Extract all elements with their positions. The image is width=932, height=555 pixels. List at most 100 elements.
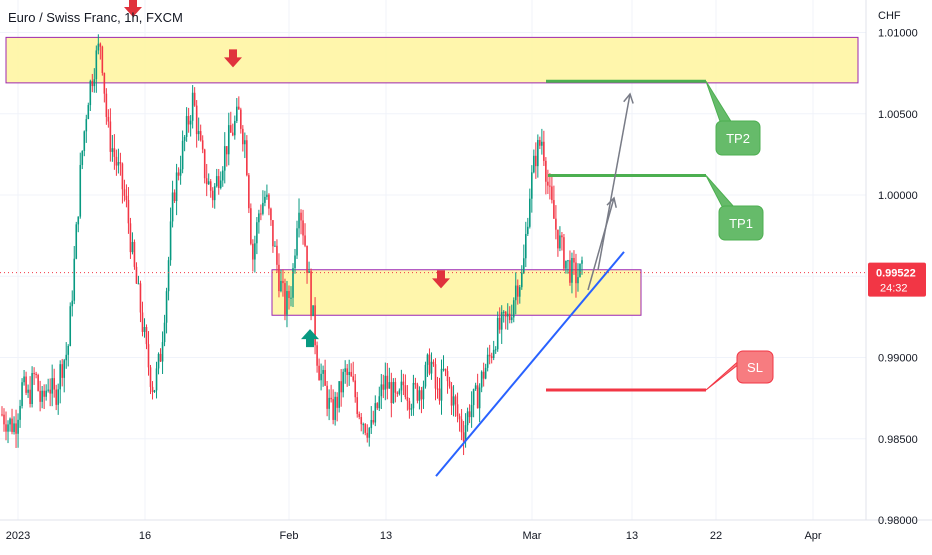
candle-body bbox=[535, 155, 537, 167]
candle-body bbox=[101, 46, 104, 73]
candle-body bbox=[35, 373, 37, 376]
candle-body bbox=[213, 186, 216, 201]
candle-body bbox=[454, 396, 457, 405]
candle-body bbox=[406, 397, 409, 401]
level-callout-tp2[interactable] bbox=[715, 120, 761, 156]
candle-body bbox=[374, 403, 377, 423]
candle-body bbox=[229, 125, 232, 133]
candle-body bbox=[115, 156, 118, 166]
candle-body bbox=[238, 106, 240, 110]
resistance-zone bbox=[5, 36, 859, 84]
candle-body bbox=[85, 119, 88, 132]
candle-body bbox=[99, 43, 102, 47]
candle-body bbox=[340, 381, 342, 393]
candle-body bbox=[93, 79, 96, 87]
candle-body bbox=[314, 305, 316, 346]
x-tick-label: 13 bbox=[626, 530, 638, 542]
candle-body bbox=[37, 375, 39, 391]
candle-body bbox=[450, 386, 453, 406]
candle-body bbox=[390, 382, 393, 404]
candle-body bbox=[15, 423, 17, 434]
candle-body bbox=[67, 345, 70, 355]
candle-body bbox=[336, 396, 338, 408]
candle-body bbox=[43, 390, 45, 397]
candle-body bbox=[272, 220, 274, 247]
down-arrow-marker bbox=[124, 0, 142, 17]
y-tick-label: 1.00500 bbox=[878, 109, 918, 121]
candle-body bbox=[322, 370, 324, 374]
candle-body bbox=[496, 317, 499, 350]
candle-body bbox=[276, 245, 278, 265]
candle-body bbox=[49, 389, 51, 394]
candle-body bbox=[376, 403, 379, 409]
candle-body bbox=[555, 218, 557, 230]
candle-body bbox=[71, 300, 74, 307]
candle-body bbox=[382, 384, 385, 390]
candle-body bbox=[221, 170, 224, 181]
y-tick-label: 0.98500 bbox=[878, 434, 918, 446]
candle-body bbox=[195, 105, 198, 135]
candle-body bbox=[25, 376, 27, 393]
candle-body bbox=[55, 389, 57, 405]
candle-body bbox=[31, 373, 33, 405]
candle-body bbox=[549, 185, 551, 187]
candle-body bbox=[404, 385, 407, 398]
level-callout-sl[interactable] bbox=[736, 350, 774, 384]
down-arrow-marker bbox=[224, 49, 242, 68]
time-axis[interactable]: 2023 16 Feb 13 Mar 13 22 Apr bbox=[6, 530, 822, 542]
candle-body bbox=[145, 327, 148, 345]
candle-body bbox=[380, 384, 383, 397]
candle-body bbox=[75, 224, 78, 259]
candle-body bbox=[159, 353, 162, 362]
candle-body bbox=[514, 285, 517, 301]
candle-body bbox=[316, 345, 318, 366]
candle-body bbox=[466, 411, 469, 426]
candle-body bbox=[270, 208, 272, 221]
candle-body bbox=[346, 368, 348, 375]
candle-body bbox=[486, 354, 489, 368]
candle-body bbox=[135, 266, 138, 284]
last-price-tag-bg bbox=[868, 262, 926, 297]
candle-body bbox=[446, 371, 449, 382]
candle-body bbox=[187, 116, 190, 125]
candle-body bbox=[141, 312, 144, 332]
overlay-layer: TP2 TP1 SL bbox=[0, 0, 866, 477]
candle-body bbox=[39, 390, 41, 402]
candle-body bbox=[153, 390, 156, 393]
candle-body bbox=[121, 163, 124, 190]
level-callout-tp1[interactable] bbox=[718, 205, 764, 241]
candle-body bbox=[177, 172, 180, 176]
candle-body bbox=[484, 367, 487, 379]
candle-body bbox=[260, 213, 262, 215]
candle-body bbox=[21, 382, 23, 406]
candle-body bbox=[516, 285, 519, 297]
candle-body bbox=[468, 411, 471, 418]
candle-body bbox=[472, 389, 475, 406]
candle-body bbox=[426, 354, 429, 365]
candle-body bbox=[252, 243, 254, 260]
candle-body bbox=[334, 396, 336, 420]
candle-body bbox=[350, 371, 352, 377]
candle-body bbox=[577, 277, 579, 284]
candle-body bbox=[378, 396, 381, 409]
candle-body bbox=[510, 317, 513, 321]
candle-body bbox=[531, 172, 533, 199]
candle-body bbox=[502, 311, 505, 313]
y-tick-label: 0.99000 bbox=[878, 353, 918, 365]
grid-layer bbox=[0, 0, 866, 521]
candle-body bbox=[173, 192, 176, 202]
candle-body bbox=[161, 342, 164, 362]
candle-body bbox=[452, 396, 455, 406]
candle-body bbox=[234, 120, 236, 136]
candle-body bbox=[209, 181, 212, 191]
candle-body bbox=[137, 283, 140, 285]
candle-body bbox=[348, 371, 350, 375]
candle-body bbox=[430, 361, 433, 374]
projection-arrow-1-head bbox=[606, 196, 617, 208]
candle-body bbox=[282, 280, 284, 284]
candle-body bbox=[189, 120, 192, 125]
candle-body bbox=[370, 419, 373, 429]
candle-body bbox=[356, 397, 359, 414]
candle-body bbox=[474, 385, 477, 390]
